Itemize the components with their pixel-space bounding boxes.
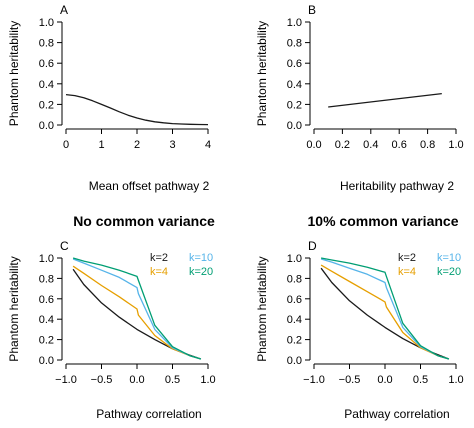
y-tick-label: 0.4 — [39, 314, 54, 326]
y-tick-label: 0.6 — [39, 294, 54, 306]
panel-b: 0.0 0.2 0.4 0.6 0.8 1.0 0.0 0.2 0.4 0.6 0.8 1.0 Heri… — [255, 3, 464, 193]
panel-letter: C — [60, 239, 69, 253]
x-tick-label: 0.0 — [306, 139, 321, 151]
legend-entry: k=4 — [150, 266, 168, 278]
y-tick-label: 0.8 — [39, 273, 54, 285]
y-tick-label: 0.2 — [39, 335, 54, 347]
x-tick-label: −1.0 — [55, 374, 77, 386]
legend-entry: k=2 — [150, 252, 168, 264]
x-tick-label: 1.0 — [448, 374, 463, 386]
x-tick-label: 0.2 — [335, 139, 350, 151]
y-tick-label: 0.2 — [39, 99, 54, 111]
series-line-k2 — [72, 268, 202, 360]
y-tick-label: 0.6 — [287, 58, 302, 70]
y-tick-label: 0.4 — [287, 79, 302, 91]
series-line-k20 — [320, 257, 450, 360]
panel-d: 0.0 0.2 0.4 0.6 0.8 1.0 −1.0 −0.5 0.0 0.5 1.0 Pathw… — [255, 239, 464, 421]
y-tick-label: 1.0 — [39, 253, 54, 265]
heading-10pct-common-variance: 10% common variance — [308, 213, 459, 229]
y-tick-label: 0.4 — [287, 314, 302, 326]
series-line-k20 — [72, 257, 202, 360]
legend-entry: k=20 — [437, 266, 461, 278]
y-tick-label: 0.0 — [287, 355, 302, 367]
x-tick-label: 2 — [134, 139, 140, 151]
y-tick-label: 0.8 — [287, 273, 302, 285]
x-tick-label: 4 — [205, 139, 211, 151]
legend-entry: k=10 — [189, 252, 213, 264]
x-tick-label: 1.0 — [200, 374, 215, 386]
x-axis-label: Pathway correlation — [344, 407, 449, 421]
x-tick-label: 1 — [98, 139, 104, 151]
y-tick-label: 1.0 — [287, 17, 302, 29]
panel-c: 0.0 0.2 0.4 0.6 0.8 1.0 −1.0 −0.5 0.0 0.5 1.0 Pathw… — [7, 239, 216, 421]
heading-no-common-variance: No common variance — [73, 213, 215, 229]
legend-entry: k=4 — [398, 266, 416, 278]
y-tick-label: 0.4 — [39, 79, 54, 91]
panel-letter: B — [308, 3, 316, 17]
panel-a: 0.0 0.2 0.4 0.6 0.8 1.0 0 1 2 3 4 Mean offset pathw… — [7, 3, 211, 193]
y-tick-label: 0.0 — [287, 120, 302, 132]
x-tick-label: 0 — [63, 139, 69, 151]
legend-entry: k=10 — [437, 252, 461, 264]
series-line-main — [65, 93, 209, 126]
legend-entry: k=2 — [398, 252, 416, 264]
y-axis-label: Phantom heritability — [255, 21, 269, 126]
y-tick-label: 0.0 — [39, 120, 54, 132]
panels: 0.0 0.2 0.4 0.6 0.8 1.0 0 1 2 3 4 Mean offset pathw… — [7, 3, 464, 421]
y-tick-label: 0.2 — [287, 99, 302, 111]
x-axis-label: Heritability pathway 2 — [340, 179, 454, 193]
y-tick-label: 0.6 — [287, 294, 302, 306]
panel-letter: A — [60, 3, 68, 17]
x-tick-label: 0.5 — [165, 374, 180, 386]
series-line-main — [328, 92, 442, 108]
x-axis-label: Pathway correlation — [96, 407, 201, 421]
x-tick-label: −0.5 — [91, 374, 113, 386]
x-tick-label: −0.5 — [339, 374, 361, 386]
y-tick-label: 0.8 — [39, 38, 54, 50]
series-line-k4 — [72, 265, 202, 360]
y-axis-label: Phantom heritability — [255, 256, 269, 361]
x-tick-label: −1.0 — [303, 374, 325, 386]
x-tick-label: 0.0 — [129, 374, 144, 386]
y-tick-label: 0.6 — [39, 58, 54, 70]
y-tick-label: 0.2 — [287, 335, 302, 347]
y-tick-label: 1.0 — [39, 17, 54, 29]
y-tick-label: 1.0 — [287, 253, 302, 265]
series-line-k4 — [320, 264, 450, 360]
legend-entry: k=20 — [189, 266, 213, 278]
x-tick-label: 3 — [169, 139, 175, 151]
y-axis-label: Phantom heritability — [7, 21, 21, 126]
y-axis-label: Phantom heritability — [7, 256, 21, 361]
x-tick-label: 1.0 — [448, 139, 463, 151]
panel-letter: D — [308, 239, 317, 253]
x-tick-label: 0.8 — [420, 139, 435, 151]
x-tick-label: 0.6 — [392, 139, 407, 151]
x-tick-label: 0.5 — [413, 374, 428, 386]
y-tick-label: 0.8 — [287, 38, 302, 50]
x-axis-label: Mean offset pathway 2 — [89, 179, 210, 193]
x-tick-label: 0.0 — [377, 374, 392, 386]
y-tick-label: 0.0 — [39, 355, 54, 367]
x-tick-label: 0.4 — [363, 139, 378, 151]
